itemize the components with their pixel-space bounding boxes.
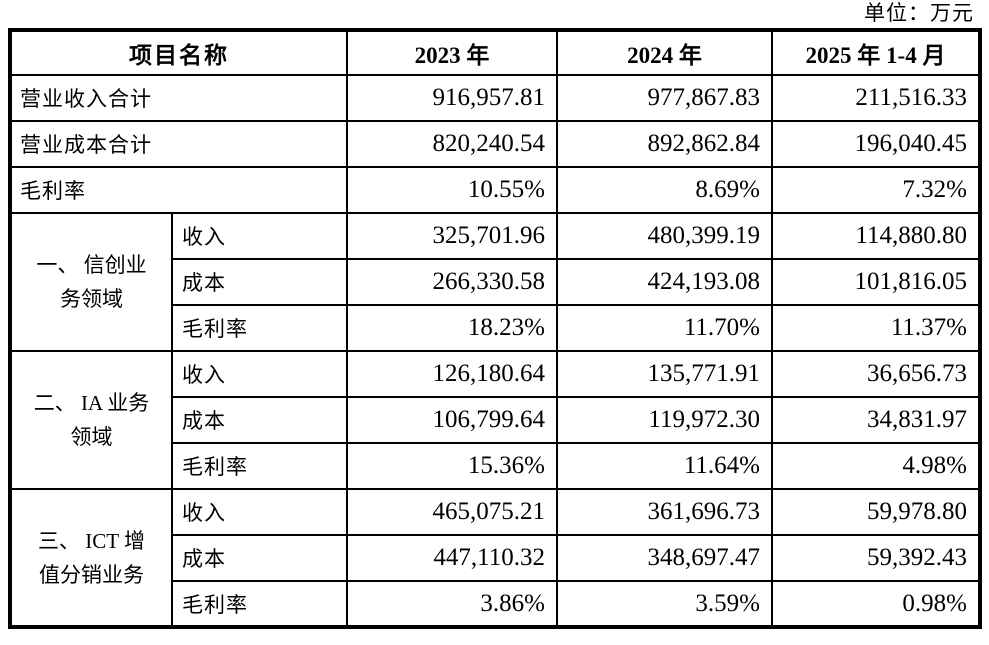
table-row-group3-revenue: 三、 ICT 增 值分销业务 收入 465,075.21 361,696.73 …: [9, 488, 981, 628]
value-cell: 820,240.54: [346, 120, 558, 168]
value-cell: 892,862.84: [556, 120, 773, 168]
table-row-group1-cost: 成本 266,330.58 424,193.08 101,816.05: [10, 258, 981, 306]
value-cell: 447,110.32: [346, 534, 558, 582]
row-label: 毛利率: [9, 166, 348, 214]
value-cell: 424,193.08: [556, 258, 773, 306]
header-year-2025: 2025 年 1-4 月: [771, 29, 981, 76]
value-cell: 11.37%: [771, 304, 981, 352]
sub-row-label: 毛利率: [171, 304, 348, 352]
value-cell: 3.59%: [556, 580, 773, 628]
sub-row-label: 收入: [171, 488, 348, 536]
group-label: 二、 IA 业务 领域: [9, 350, 173, 490]
table-row-group1-revenue: 一、 信创业 务领域 收入 325,701.96 480,399.19 114,…: [9, 212, 981, 352]
unit-label: 单位：万元: [864, 1, 974, 25]
header-year-2023: 2023 年: [346, 29, 558, 76]
table-row-total-cost: 营业成本合计 820,240.54 892,862.84 196,040.45: [9, 120, 981, 168]
value-cell: 10.55%: [346, 166, 558, 214]
table-row-group2-cost: 成本 106,799.64 119,972.30 34,831.97: [10, 396, 981, 444]
value-cell: 34,831.97: [771, 396, 981, 444]
value-cell: 11.64%: [556, 442, 773, 490]
value-cell: 211,516.33: [771, 74, 981, 122]
sub-row-label: 成本: [171, 258, 348, 306]
table-header-row: 项目名称 2023 年 2024 年 2025 年 1-4 月: [9, 29, 981, 76]
sub-row-label: 收入: [171, 350, 348, 398]
value-cell: 465,075.21: [346, 488, 558, 536]
value-cell: 3.86%: [346, 580, 558, 628]
table-row-group2-margin: 毛利率 15.36% 11.64% 4.98%: [10, 442, 981, 490]
value-cell: 7.32%: [771, 166, 981, 214]
value-cell: 59,978.80: [771, 488, 981, 536]
value-cell: 348,697.47: [556, 534, 773, 582]
value-cell: 196,040.45: [771, 120, 981, 168]
header-year-2024: 2024 年: [556, 29, 773, 76]
value-cell: 0.98%: [771, 580, 981, 628]
value-cell: 361,696.73: [556, 488, 773, 536]
group-label: 三、 ICT 增 值分销业务: [9, 488, 173, 628]
value-cell: 106,799.64: [346, 396, 558, 444]
sub-row-label: 毛利率: [171, 442, 348, 490]
table-row-gross-margin: 毛利率 10.55% 8.69% 7.32%: [9, 166, 981, 214]
value-cell: 916,957.81: [346, 74, 558, 122]
value-cell: 325,701.96: [346, 212, 558, 260]
value-cell: 59,392.43: [771, 534, 981, 582]
value-cell: 18.23%: [346, 304, 558, 352]
value-cell: 977,867.83: [556, 74, 773, 122]
row-label: 营业收入合计: [9, 74, 348, 122]
financial-table: 项目名称 2023 年 2024 年 2025 年 1-4 月 营业收入合计 9…: [8, 28, 982, 629]
value-cell: 15.36%: [346, 442, 558, 490]
table-row-total-revenue: 营业收入合计 916,957.81 977,867.83 211,516.33: [9, 74, 981, 122]
value-cell: 126,180.64: [346, 350, 558, 398]
value-cell: 36,656.73: [771, 350, 981, 398]
row-label: 营业成本合计: [9, 120, 348, 168]
value-cell: 480,399.19: [556, 212, 773, 260]
value-cell: 266,330.58: [346, 258, 558, 306]
value-cell: 119,972.30: [556, 396, 773, 444]
header-item-name: 项目名称: [9, 29, 348, 76]
sub-row-label: 收入: [171, 212, 348, 260]
table-row-group2-revenue: 二、 IA 业务 领域 收入 126,180.64 135,771.91 36,…: [9, 350, 981, 490]
value-cell: 8.69%: [556, 166, 773, 214]
sub-row-label: 成本: [171, 396, 348, 444]
sub-row-label: 成本: [171, 534, 348, 582]
value-cell: 4.98%: [771, 442, 981, 490]
table-row-group3-margin: 毛利率 3.86% 3.59% 0.98%: [10, 580, 981, 628]
table-row-group1-margin: 毛利率 18.23% 11.70% 11.37%: [10, 304, 981, 352]
sub-row-label: 毛利率: [171, 580, 348, 628]
value-cell: 114,880.80: [771, 212, 981, 260]
value-cell: 135,771.91: [556, 350, 773, 398]
value-cell: 11.70%: [556, 304, 773, 352]
group-label: 一、 信创业 务领域: [9, 212, 173, 352]
value-cell: 101,816.05: [771, 258, 981, 306]
table-row-group3-cost: 成本 447,110.32 348,697.47 59,392.43: [10, 534, 981, 582]
